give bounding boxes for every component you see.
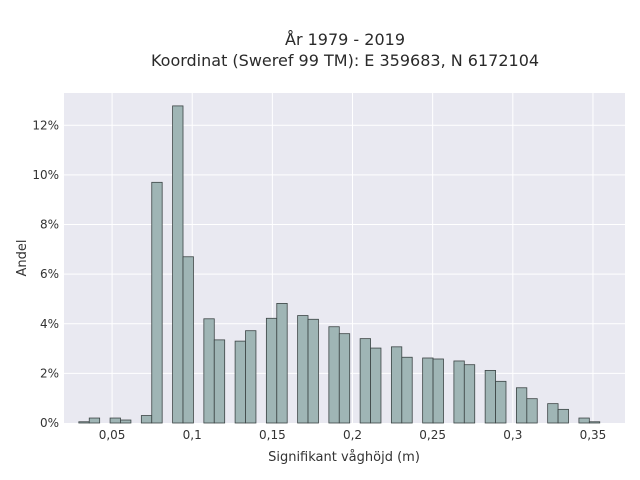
histogram-bar: [213, 339, 226, 424]
histogram-bar: [370, 347, 382, 424]
histogram-bar: [432, 358, 444, 424]
histogram-bar: [88, 417, 101, 424]
histogram-bar: [495, 380, 507, 424]
y-axis-label: Andel: [15, 240, 30, 277]
histogram-bar: [588, 421, 601, 424]
histogram-bar: [484, 369, 496, 424]
histogram-bar: [78, 421, 90, 424]
histogram-bar: [140, 415, 153, 424]
histogram-bar: [359, 338, 371, 424]
y-tick-labels: 0% 2% 4% 6% 8% 10% 12%: [32, 118, 59, 430]
histogram-bar: [390, 346, 403, 424]
histogram-bar: [516, 387, 528, 424]
histogram-bar: [234, 340, 246, 424]
histogram-bar: [151, 181, 163, 424]
x-axis-label: Signifikant våghöjd (m): [268, 450, 420, 465]
x-tick-label: 0,35: [580, 428, 607, 442]
histogram-bar: [422, 357, 434, 424]
histogram-bar: [557, 408, 569, 424]
x-tick-label: 0,3: [503, 428, 522, 442]
x-tick-label: 0,25: [419, 428, 446, 442]
bars: [78, 105, 601, 424]
histogram-bar: [526, 398, 538, 424]
histogram-bar: [276, 303, 288, 424]
y-tick-label: 0%: [40, 416, 59, 430]
x-tick-label: 0,05: [99, 428, 126, 442]
histogram-bar: [338, 333, 351, 424]
histogram-bar: [453, 360, 465, 424]
chart-title-line1: År 1979 - 2019: [285, 30, 405, 49]
y-tick-label: 8%: [40, 218, 59, 232]
chart-title-line2: Koordinat (Sweref 99 TM): E 359683, N 61…: [151, 51, 539, 70]
histogram-bar: [463, 364, 476, 424]
histogram-bar: [182, 256, 194, 424]
y-tick-label: 4%: [40, 317, 59, 331]
x-tick-label: 0,15: [259, 428, 286, 442]
histogram-bar: [297, 315, 309, 424]
y-tick-label: 10%: [32, 168, 59, 182]
histogram-bar: [265, 317, 278, 424]
histogram-bar: [401, 356, 413, 424]
histogram-bar: [547, 403, 559, 424]
x-tick-labels: 0,05 0,1 0,15 0,2 0,25 0,3 0,35: [99, 428, 607, 442]
x-tick-label: 0,2: [343, 428, 362, 442]
histogram-bar: [109, 417, 121, 424]
histogram-bar: [172, 105, 184, 424]
y-tick-label: 12%: [32, 118, 59, 132]
y-tick-label: 6%: [40, 267, 59, 281]
histogram-bar: [328, 326, 340, 424]
histogram-bar: [245, 330, 257, 424]
histogram-bar: [307, 318, 319, 424]
y-tick-label: 2%: [40, 366, 59, 380]
histogram-bar: [578, 417, 590, 424]
x-tick-label: 0,1: [183, 428, 202, 442]
histogram-bar: [203, 318, 215, 424]
histogram-bar: [120, 419, 132, 424]
